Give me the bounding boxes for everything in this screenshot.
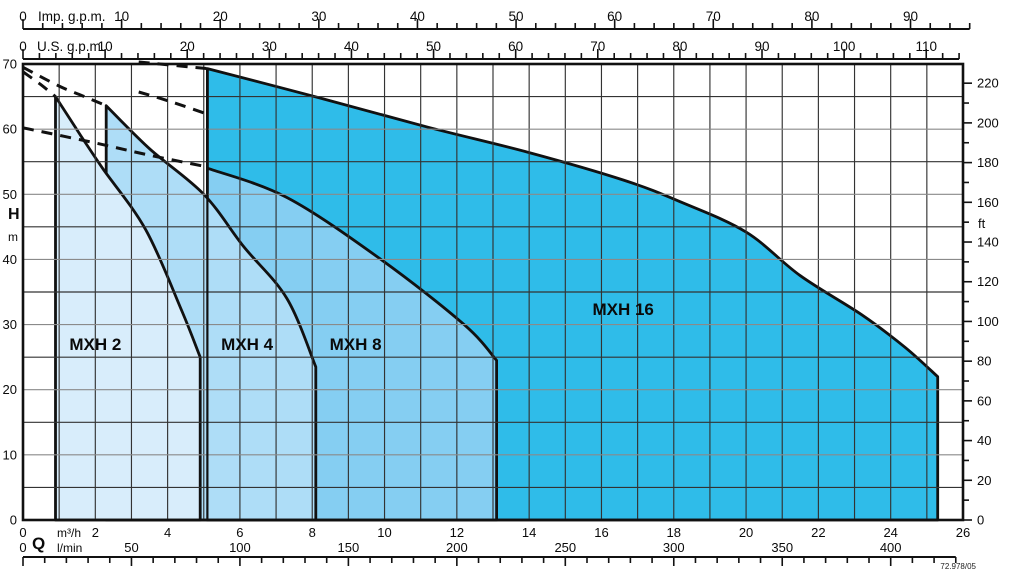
us-tick-label-110: 110 bbox=[915, 39, 937, 54]
dashed-extensions bbox=[22, 60, 208, 169]
m3h-tick-label-14: 14 bbox=[522, 525, 536, 540]
dashed-extension-1 bbox=[22, 70, 57, 98]
head-m-tick-label-30: 30 bbox=[3, 317, 17, 332]
ft-axis-unit: ft bbox=[978, 216, 986, 231]
drawing-code: 72.978/05 bbox=[940, 562, 976, 571]
m3h-tick-label-24: 24 bbox=[883, 525, 897, 540]
axis-lmin: 0 50 100 150 200 250 300 350 400 l/min Q bbox=[19, 534, 957, 566]
m3h-tick-label-16: 16 bbox=[594, 525, 608, 540]
m3h-tick-label-22: 22 bbox=[811, 525, 825, 540]
imp-tick-label-10: 10 bbox=[114, 9, 129, 24]
pump-regions bbox=[54, 67, 940, 522]
us-axis-title: U.S. g.p.m. bbox=[37, 39, 105, 54]
series-label-mxh-16: MXH 16 bbox=[592, 300, 653, 319]
us-tick-label-10: 10 bbox=[98, 39, 113, 54]
lmin-axis-title: l/min bbox=[57, 541, 82, 555]
ft-tick-label-160: 160 bbox=[977, 195, 999, 210]
m3h-tick-label-12: 12 bbox=[450, 525, 464, 540]
dashed-extension-3 bbox=[138, 90, 208, 116]
ft-tick-label-60: 60 bbox=[977, 393, 991, 408]
m3h-tick-label-8: 8 bbox=[309, 525, 316, 540]
imp-tick-label-30: 30 bbox=[311, 9, 326, 24]
imp-tick-label-40: 40 bbox=[410, 9, 425, 24]
head-m-tick-label-10: 10 bbox=[3, 447, 17, 462]
imp-tick-label-20: 20 bbox=[213, 9, 228, 24]
lmin-tick-label-50: 50 bbox=[124, 540, 138, 555]
ft-tick-label-0: 0 bbox=[977, 513, 984, 528]
m3h-tick-label-4: 4 bbox=[164, 525, 171, 540]
dashed-extension-5 bbox=[138, 60, 208, 71]
head-m-tick-label-0: 0 bbox=[10, 513, 17, 528]
plot-border bbox=[21, 62, 965, 522]
ft-tick-label-100: 100 bbox=[977, 314, 999, 329]
imp-tick-label-70: 70 bbox=[706, 9, 721, 24]
ft-tick-label-200: 200 bbox=[977, 115, 999, 130]
ft-tick-label-40: 40 bbox=[977, 433, 991, 448]
us-tick-label-30: 30 bbox=[262, 39, 277, 54]
us-tick-label-50: 50 bbox=[426, 39, 441, 54]
series-label-mxh-2: MXH 2 bbox=[69, 335, 121, 354]
series-label-mxh-4: MXH 4 bbox=[221, 335, 274, 354]
ft-tick-label-120: 120 bbox=[977, 274, 999, 289]
head-m-tick-label-60: 60 bbox=[3, 122, 17, 137]
ft-tick-label-220: 220 bbox=[977, 76, 999, 91]
q-axis-symbol: Q bbox=[32, 534, 45, 553]
imp-tick-label-60: 60 bbox=[607, 9, 622, 24]
lmin-tick-label-100: 100 bbox=[229, 540, 251, 555]
imp-tick-label-80: 80 bbox=[804, 9, 819, 24]
us-tick-label-80: 80 bbox=[672, 39, 687, 54]
axis-head-ft: 0 20 40 60 80 100 120 140 160 180 200 220 ft bbox=[963, 76, 999, 528]
head-m-tick-label-70: 70 bbox=[3, 57, 17, 72]
ft-tick-label-140: 140 bbox=[977, 235, 999, 250]
lmin-tick-label-300: 300 bbox=[663, 540, 685, 555]
us-tick-label-20: 20 bbox=[180, 39, 195, 54]
imp-tick-label-50: 50 bbox=[509, 9, 524, 24]
us-tick-label-40: 40 bbox=[344, 39, 359, 54]
m3h-axis-title: m³/h bbox=[57, 526, 81, 540]
us-tick-label-60: 60 bbox=[508, 39, 523, 54]
head-axis-title: H bbox=[8, 206, 20, 223]
head-m-tick-label-40: 40 bbox=[3, 252, 17, 267]
imp-axis-title: Imp. g.p.m. bbox=[38, 9, 106, 24]
m3h-tick-label-20: 20 bbox=[739, 525, 753, 540]
head-axis-unit: m bbox=[8, 230, 18, 244]
us-tick-label-70: 70 bbox=[590, 39, 605, 54]
ft-tick-label-80: 80 bbox=[977, 354, 991, 369]
lmin-tick-label-250: 250 bbox=[554, 540, 576, 555]
dashed-extension-2 bbox=[22, 65, 107, 108]
ft-tick-label-20: 20 bbox=[977, 473, 991, 488]
m3h-tick-label-0: 0 bbox=[19, 525, 26, 540]
m3h-tick-label-6: 6 bbox=[236, 525, 243, 540]
axis-us: 0 10 20 30 40 50 60 70 80 90 100 110 U.S. g.p.m. bbox=[19, 39, 960, 60]
m3h-tick-label-10: 10 bbox=[377, 525, 391, 540]
series-labels: MXH 2 MXH 4 MXH 8 MXH 16 bbox=[69, 300, 654, 354]
imp-tick-label-0: 0 bbox=[19, 9, 27, 24]
lmin-tick-label-400: 400 bbox=[880, 540, 902, 555]
head-m-tick-label-50: 50 bbox=[3, 187, 17, 202]
imp-tick-label-90: 90 bbox=[903, 9, 918, 24]
dashed-extension-4 bbox=[22, 126, 208, 169]
us-tick-label-0: 0 bbox=[19, 39, 27, 54]
lmin-tick-label-350: 350 bbox=[771, 540, 793, 555]
head-m-tick-label-20: 20 bbox=[3, 382, 17, 397]
us-tick-label-100: 100 bbox=[833, 39, 856, 54]
ft-tick-label-180: 180 bbox=[977, 155, 999, 170]
lmin-tick-label-0: 0 bbox=[19, 540, 26, 555]
axis-imp: 0 10 20 30 40 50 60 70 80 90 Imp. g.p.m. bbox=[19, 9, 971, 30]
series-label-mxh-8: MXH 8 bbox=[330, 335, 382, 354]
lmin-tick-label-150: 150 bbox=[338, 540, 360, 555]
axis-head-m: 0 10 20 30 40 50 60 70 Hm bbox=[3, 57, 20, 528]
m3h-tick-label-26: 26 bbox=[956, 525, 970, 540]
lmin-tick-label-200: 200 bbox=[446, 540, 468, 555]
us-tick-label-90: 90 bbox=[754, 39, 769, 54]
m3h-tick-label-2: 2 bbox=[92, 525, 99, 540]
grid bbox=[23, 64, 963, 520]
m3h-tick-label-18: 18 bbox=[667, 525, 681, 540]
